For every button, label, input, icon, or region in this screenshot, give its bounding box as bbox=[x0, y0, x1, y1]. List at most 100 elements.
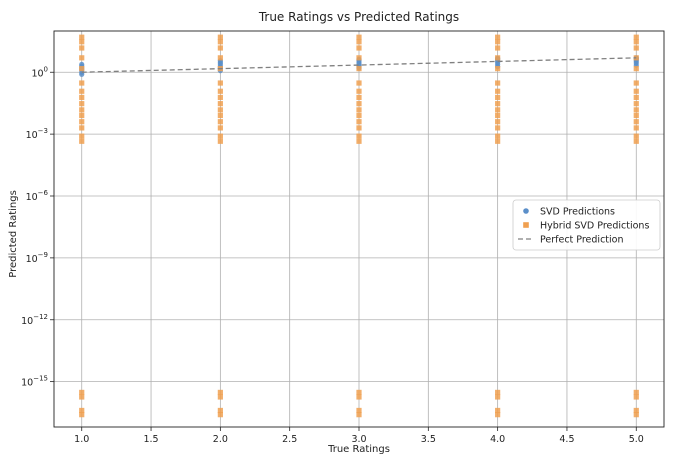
hybrid-point bbox=[633, 412, 639, 418]
hybrid-point bbox=[79, 66, 85, 72]
hybrid-point bbox=[495, 125, 501, 131]
y-axis-title: Predicted Ratings bbox=[8, 190, 19, 278]
x-tick-label: 1.5 bbox=[143, 434, 158, 445]
hybrid-point bbox=[495, 112, 501, 119]
hybrid-point bbox=[495, 45, 501, 51]
hybrid-point bbox=[79, 101, 85, 107]
hybrid-point bbox=[356, 107, 362, 113]
hybrid-point bbox=[356, 112, 362, 119]
chart-title: True Ratings vs Predicted Ratings bbox=[258, 10, 459, 24]
hybrid-point bbox=[217, 34, 223, 40]
hybrid-point bbox=[217, 55, 223, 61]
legend: SVD Predictions Hybrid SVD Predictions Per… bbox=[512, 199, 661, 251]
hybrid-point bbox=[633, 125, 639, 131]
hybrid-point bbox=[633, 101, 639, 107]
hybrid-point bbox=[79, 34, 85, 40]
hybrid-point bbox=[633, 39, 639, 45]
hybrid-point bbox=[356, 133, 362, 139]
legend-hybrid-marker bbox=[523, 222, 529, 228]
x-tick-label: 4.5 bbox=[559, 434, 574, 445]
hybrid-point bbox=[495, 412, 501, 418]
hybrid-point bbox=[495, 66, 501, 72]
legend-label: Perfect Prediction bbox=[540, 235, 624, 246]
hybrid-point bbox=[633, 133, 639, 139]
hybrid-point bbox=[633, 66, 639, 72]
hybrid-point bbox=[79, 407, 85, 414]
legend-label: SVD Predictions bbox=[540, 207, 615, 218]
hybrid-point bbox=[79, 133, 85, 139]
hybrid-point bbox=[217, 412, 223, 418]
hybrid-point bbox=[356, 125, 362, 131]
hybrid-point bbox=[495, 88, 501, 94]
hybrid-point bbox=[495, 101, 501, 107]
x-tick-label: 3.5 bbox=[421, 434, 436, 445]
hybrid-point bbox=[356, 138, 362, 144]
hybrid-point bbox=[356, 94, 362, 101]
hybrid-point bbox=[79, 88, 85, 94]
hybrid-point bbox=[217, 112, 223, 119]
hybrid-point bbox=[79, 394, 85, 400]
hybrid-point bbox=[79, 94, 85, 101]
hybrid-point bbox=[633, 107, 639, 113]
hybrid-point bbox=[217, 407, 223, 414]
hybrid-point bbox=[356, 88, 362, 94]
hybrid-point bbox=[633, 94, 639, 101]
hybrid-point bbox=[356, 39, 362, 45]
hybrid-point bbox=[633, 138, 639, 144]
hybrid-point bbox=[356, 66, 362, 72]
hybrid-point bbox=[217, 88, 223, 94]
y-tick-label: 10−12 bbox=[21, 313, 48, 327]
hybrid-point bbox=[495, 80, 501, 86]
hybrid-point bbox=[79, 119, 85, 125]
hybrid-point bbox=[495, 55, 501, 61]
x-axis-title: True Ratings bbox=[327, 444, 390, 455]
x-tick-label: 1.0 bbox=[74, 434, 89, 445]
hybrid-point bbox=[495, 389, 501, 396]
hybrid-point bbox=[633, 80, 639, 86]
x-tick-label: 2.0 bbox=[213, 434, 228, 445]
data-layer bbox=[79, 34, 639, 418]
svd-point bbox=[79, 61, 85, 68]
hybrid-point bbox=[633, 407, 639, 414]
hybrid-point bbox=[633, 112, 639, 119]
x-tick-label: 3.0 bbox=[351, 434, 366, 445]
hybrid-point bbox=[495, 133, 501, 139]
hybrid-point bbox=[217, 94, 223, 101]
hybrid-point bbox=[79, 112, 85, 119]
hybrid-point bbox=[217, 80, 223, 86]
hybrid-point bbox=[356, 101, 362, 107]
hybrid-point bbox=[356, 412, 362, 418]
hybrid-point bbox=[217, 133, 223, 139]
hybrid-point bbox=[79, 39, 85, 45]
hybrid-point bbox=[495, 394, 501, 400]
hybrid-point bbox=[79, 138, 85, 144]
hybrid-point bbox=[495, 39, 501, 45]
hybrid-point bbox=[79, 389, 85, 396]
hybrid-point bbox=[79, 412, 85, 418]
hybrid-point bbox=[217, 125, 223, 131]
hybrid-point bbox=[633, 389, 639, 396]
y-tick-label: 10−3 bbox=[26, 127, 48, 141]
perfect-prediction-line bbox=[81, 57, 637, 73]
hybrid-point bbox=[495, 94, 501, 101]
hybrid-point bbox=[217, 107, 223, 113]
hybrid-point bbox=[217, 394, 223, 400]
hybrid-point bbox=[79, 80, 85, 86]
x-tick-label: 2.5 bbox=[282, 434, 297, 445]
hybrid-point bbox=[356, 389, 362, 396]
hybrid-point bbox=[356, 34, 362, 40]
hybrid-point bbox=[217, 101, 223, 107]
hybrid-point bbox=[495, 34, 501, 40]
hybrid-point bbox=[356, 407, 362, 414]
legend-box bbox=[512, 199, 661, 251]
hybrid-point bbox=[633, 34, 639, 40]
hybrid-point bbox=[633, 394, 639, 400]
hybrid-point bbox=[356, 55, 362, 61]
hybrid-point bbox=[495, 107, 501, 113]
hybrid-point bbox=[633, 55, 639, 61]
hybrid-point bbox=[217, 45, 223, 51]
hybrid-point bbox=[79, 125, 85, 131]
y-tick-label: 10−6 bbox=[26, 189, 49, 203]
